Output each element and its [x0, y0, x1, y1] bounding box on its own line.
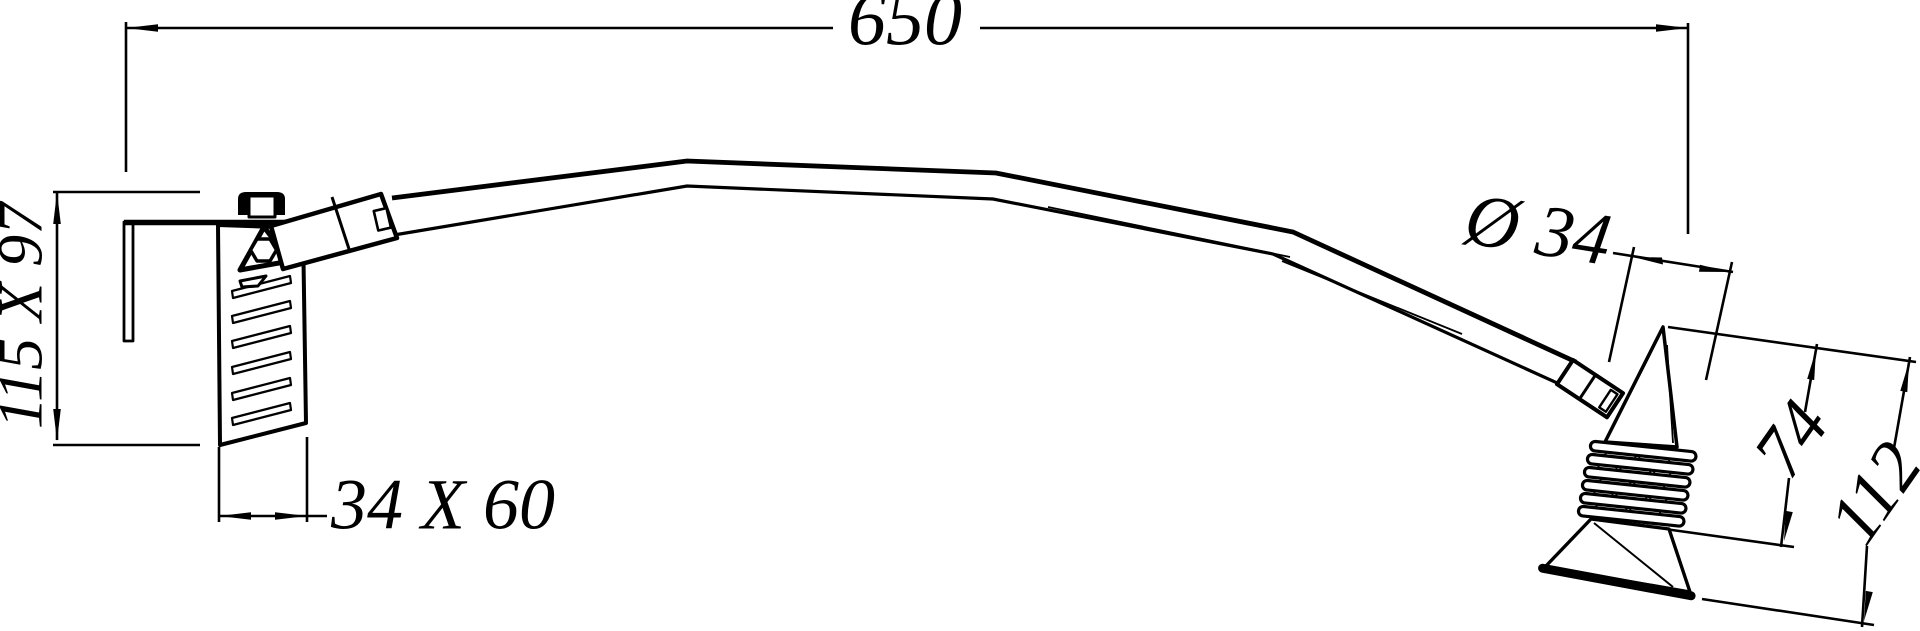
fin — [1576, 504, 1686, 528]
dimension-overall-length: 650 — [124, 0, 1690, 234]
arrowhead-right — [1699, 264, 1729, 272]
cone-shade — [1538, 517, 1696, 601]
vent-slot — [230, 299, 293, 325]
dimension-head-diameter: Ø 34 — [1459, 178, 1734, 381]
casting-divider — [330, 196, 351, 250]
dimension-label-dia34: Ø 34 — [1459, 178, 1617, 282]
wall-flange — [122, 220, 135, 343]
arrowhead-left — [219, 512, 251, 520]
arrowhead-left — [1633, 257, 1663, 265]
sleeve-body — [1554, 358, 1626, 420]
arm-highlight-line — [1281, 260, 1463, 335]
fin — [1582, 465, 1692, 489]
casting-body — [268, 191, 400, 272]
extension-line-left — [1607, 246, 1636, 363]
heat-sink-fins — [1576, 439, 1698, 528]
extension-line-top — [1667, 325, 1917, 364]
arrowhead-74-bottom — [1784, 510, 1793, 541]
arm-end-sleeve — [1554, 358, 1626, 420]
arrowhead-112-top — [1900, 362, 1909, 393]
sleeve-divider — [1578, 374, 1597, 400]
dimension-label-74: 74 — [1737, 386, 1844, 491]
fin — [1578, 491, 1688, 515]
fin — [1585, 452, 1695, 476]
clamp-jaw-tip — [238, 274, 268, 289]
sleeve-end-cap — [1598, 388, 1619, 413]
dimension-plate-size: 34 X 60 — [217, 437, 555, 545]
clamp-bolt — [238, 192, 285, 219]
cone-rim — [1538, 563, 1696, 601]
dimension-bracket-size: 115 X 97 — [0, 190, 200, 447]
bolt-shank — [247, 194, 277, 219]
dimension-label-34x60: 34 X 60 — [330, 465, 555, 545]
arrowhead-left — [126, 24, 158, 32]
arrowhead-right — [275, 512, 307, 520]
vent-slot — [230, 324, 293, 350]
extension-line-bottom — [1701, 597, 1875, 627]
vent-slot — [230, 401, 293, 427]
spike-inner-line — [1666, 344, 1674, 444]
extension-line-mid — [1664, 527, 1795, 549]
arrowhead-right — [1656, 24, 1688, 32]
cone-seam-line — [1593, 522, 1674, 588]
arm-tube-top-line — [391, 158, 1578, 365]
dimension-head-heights: 74 112 — [1664, 325, 1920, 628]
arrowhead-top — [53, 192, 61, 224]
arm-tube-bottom-line — [393, 184, 1567, 389]
arrowhead-bottom — [53, 409, 61, 441]
fin — [1580, 478, 1690, 502]
dimension-label-650: 650 — [848, 0, 962, 61]
pivot-nut — [248, 237, 279, 263]
fin — [1588, 439, 1698, 463]
arm-highlight-line — [1047, 206, 1291, 258]
arrowhead-112-bottom — [1864, 590, 1873, 621]
plate-vent-slots — [230, 274, 293, 427]
arrowhead-74-top — [1807, 350, 1816, 381]
vent-slot — [230, 376, 293, 402]
vent-slot — [230, 274, 293, 300]
arm-hinge-casting — [268, 191, 400, 272]
vent-slot — [230, 350, 293, 376]
dimension-label-115x97: 115 X 97 — [0, 200, 56, 429]
casting-window — [372, 206, 393, 232]
extension-line-right — [1704, 261, 1734, 381]
lamp-arm — [268, 158, 1626, 420]
lamp-head — [1538, 325, 1698, 601]
